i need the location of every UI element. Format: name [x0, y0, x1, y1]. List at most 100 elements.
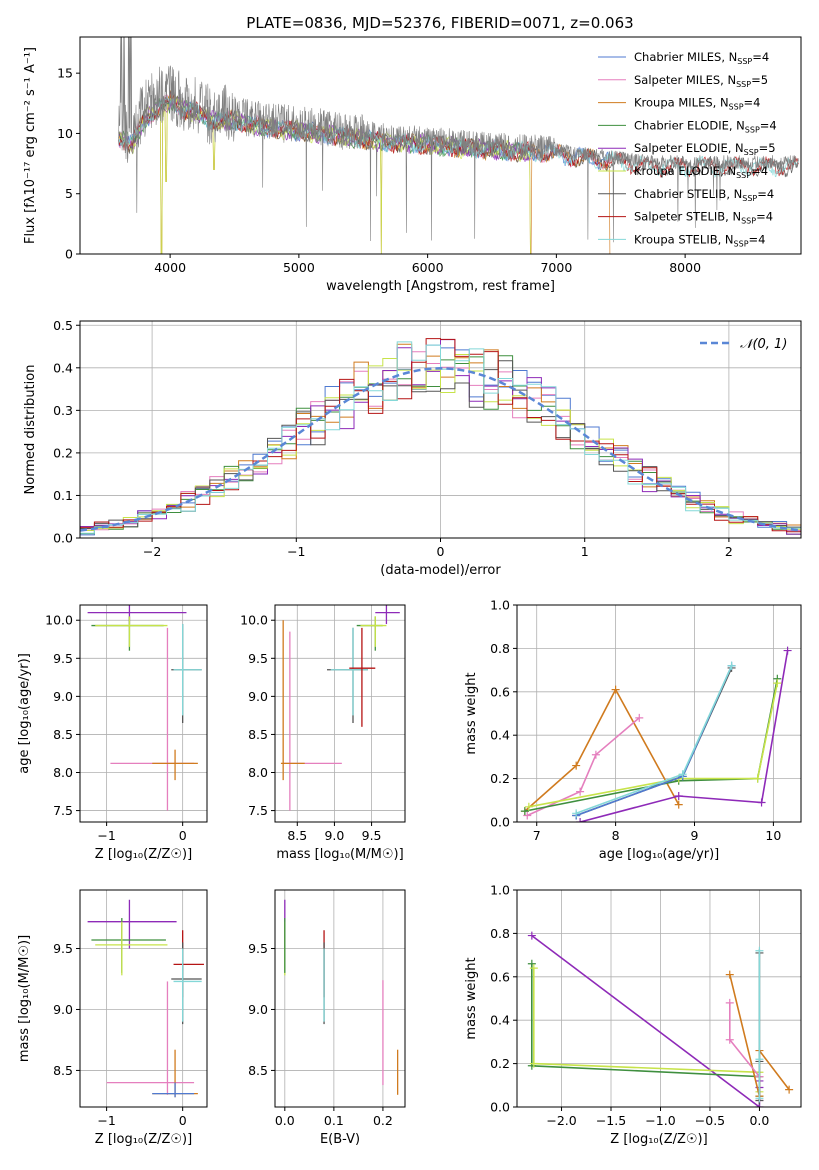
- y-tick-label: 0.8: [490, 641, 510, 656]
- kroupa_stelib-point-marker: [755, 1094, 764, 1103]
- kroupa_miles-point-marker: [674, 800, 683, 809]
- salpeter_elodie-point-marker: [674, 791, 683, 800]
- y-axis-label: age [log₁₀(age/yr)]: [17, 653, 32, 774]
- legend-entry: Salpeter ELODIE, NSSP=5: [634, 141, 776, 157]
- chabrier_elodie-point-marker: [520, 807, 529, 816]
- plot-frame: [79, 36, 802, 255]
- x-axis-label: Z [log₁₀(Z/Z☉)]: [95, 847, 192, 862]
- x-tick-label: 8.5: [287, 828, 307, 843]
- legend-entry: Chabrier STELIB, NSSP=4: [634, 187, 774, 203]
- kroupa_stelib-point-marker: [678, 770, 687, 779]
- y-tick-label: 9.0: [53, 689, 73, 704]
- legend-entry: Salpeter MILES, NSSP=5: [634, 73, 768, 89]
- kroupa_elodie-point-marker: [529, 1059, 538, 1068]
- x-tick-label: 9.5: [362, 828, 382, 843]
- x-tick-label: 0: [437, 544, 445, 559]
- y-tick-label: 0.1: [53, 488, 73, 503]
- salpeter_elodie-point-marker: [783, 646, 792, 655]
- legend-entry: Kroupa MILES, NSSP=4: [634, 96, 760, 112]
- x-tick-label: 7: [533, 828, 541, 843]
- weight_vs_Z-frame: −2.0 −1.5 −1.0 −0.5 0.0 0.0 0.2 0.4 0.6 0.8 1.0 Z […: [464, 883, 802, 1147]
- weight-vs-age-panel: 7 8 9 10 0.0 0.2 0.4 0.6 0.8 1.0 age [log₁₀(age/yr…: [464, 598, 802, 862]
- y-tick-label: 10.0: [45, 613, 73, 628]
- x-tick-label: 9: [691, 828, 699, 843]
- kroupa_miles-point-marker: [572, 761, 581, 770]
- legend-entry: Chabrier ELODIE, NSSP=4: [634, 118, 777, 134]
- x-axis-label: (data-model)/error: [380, 563, 501, 578]
- y-tick-label: 0.4: [490, 1013, 510, 1028]
- kroupa_elodie-point-marker: [529, 964, 538, 973]
- mass_vs_Z-axes: [80, 890, 207, 1107]
- mass_vs_ebv-plot: [284, 899, 399, 1095]
- y-tick-label: 0.8: [490, 926, 510, 941]
- salpeter_miles-point-marker: [725, 1035, 734, 1044]
- x-tick-label: 5000: [283, 260, 315, 275]
- salpeter_miles-point-marker: [523, 811, 532, 820]
- kroupa_elodie-point-marker: [753, 774, 762, 783]
- y-tick-label: 15: [57, 66, 73, 81]
- y-tick-label: 0.0: [490, 1100, 510, 1115]
- x-tick-label: −2.0: [546, 1113, 576, 1128]
- legend-entry: Salpeter STELIB, NSSP=4: [634, 210, 773, 226]
- age_vs_mass-plot: [280, 605, 400, 811]
- kroupa_elodie-residual-histogram: [80, 354, 801, 531]
- x-tick-label: −1: [97, 828, 115, 843]
- y-tick-label: 9.5: [53, 941, 73, 956]
- x-axis-label: Z [log₁₀(Z/Z☉)]: [95, 1132, 192, 1147]
- x-tick-label: 8000: [669, 260, 701, 275]
- x-tick-label: 0.0: [749, 1113, 769, 1128]
- weight-vs-metallicity-panel: −2.0 −1.5 −1.0 −0.5 0.0 0.0 0.2 0.4 0.6 0.8 1.0 Z […: [464, 883, 802, 1147]
- legend-entry: Kroupa ELODIE, NSSP=4: [634, 164, 768, 180]
- plot-frame: [516, 604, 802, 823]
- y-tick-label: 8.5: [53, 1063, 73, 1078]
- plot-frame: [79, 604, 208, 823]
- x-tick-label: −1.5: [596, 1113, 626, 1128]
- y-tick-label: 0.0: [53, 531, 73, 546]
- x-axis-label: age [log₁₀(age/yr)]: [599, 847, 720, 862]
- y-axis-label: mass weight: [464, 672, 479, 754]
- y-tick-label: 9.0: [248, 689, 268, 704]
- histogram-legend: 𝒩(0, 1): [700, 337, 787, 352]
- y-tick-label: 9.5: [248, 941, 268, 956]
- y-tick-label: 0: [65, 247, 73, 262]
- y-tick-label: 9.0: [53, 1002, 73, 1017]
- y-tick-label: 0.4: [490, 728, 510, 743]
- plot-frame: [274, 604, 406, 823]
- y-tick-label: 10.0: [240, 613, 268, 628]
- x-axis-label: mass [log₁₀(M/M☉)]: [276, 847, 403, 862]
- kroupa_elodie-series-line: [528, 682, 779, 808]
- mass-vs-ebv-panel: 0.0 0.1 0.2 8.5 9.0 9.5 E(B-V): [248, 889, 406, 1147]
- x-tick-label: 4000: [154, 260, 186, 275]
- x-tick-label: 2: [725, 544, 733, 559]
- mass_vs_Z-plot: [87, 899, 204, 1098]
- x-tick-label: −2: [143, 544, 161, 559]
- kroupa_stelib-point-marker: [727, 661, 736, 670]
- x-tick-label: 0: [179, 1113, 187, 1128]
- y-tick-label: 9.5: [248, 651, 268, 666]
- y-tick-label: 10: [57, 126, 73, 141]
- age_vs_mass-frame: 8.5 9.0 9.5 7.5 8.0 8.5 9.0 9.5 10.0 mass [log₁₀(…: [240, 604, 406, 862]
- y-tick-label: 9.5: [53, 651, 73, 666]
- y-tick-label: 8.0: [53, 765, 73, 780]
- y-tick-label: 0.2: [53, 445, 73, 460]
- age_vs_mass-axes: [275, 605, 405, 822]
- y-tick-label: 0.6: [490, 684, 510, 699]
- x-tick-label: 10: [765, 828, 781, 843]
- y-tick-label: 7.5: [248, 803, 268, 818]
- salpeter_elodie-point-marker: [527, 931, 536, 940]
- spectrum-panel: 4000 5000 6000 7000 8000 0 5 10 15 wavelength [An…: [23, 36, 802, 294]
- kroupa_stelib-point-marker: [572, 809, 581, 818]
- salpeter_miles-point-marker: [576, 787, 585, 796]
- y-tick-label: 5: [65, 186, 73, 201]
- legend-entry: 𝒩(0, 1): [740, 337, 787, 352]
- salpeter_elodie-point-marker: [757, 798, 766, 807]
- residual_hist-plot: [80, 338, 801, 536]
- x-tick-label: 6000: [412, 260, 444, 275]
- x-tick-label: −1: [287, 544, 305, 559]
- y-axis-label: mass weight: [464, 957, 479, 1039]
- residual-histogram-panel: −2 −1 0 1 2 0.0 0.1 0.2 0.3 0.4 0.5 (data-model)/er…: [23, 318, 802, 578]
- weight_vs_age-frame: 7 8 9 10 0.0 0.2 0.4 0.6 0.8 1.0 age [log₁₀(age/yr…: [464, 598, 802, 862]
- salpeter_miles-point-marker: [591, 750, 600, 759]
- residual_hist-frame: −2 −1 0 1 2 0.0 0.1 0.2 0.3 0.4 0.5 (data-model)/er…: [23, 318, 802, 578]
